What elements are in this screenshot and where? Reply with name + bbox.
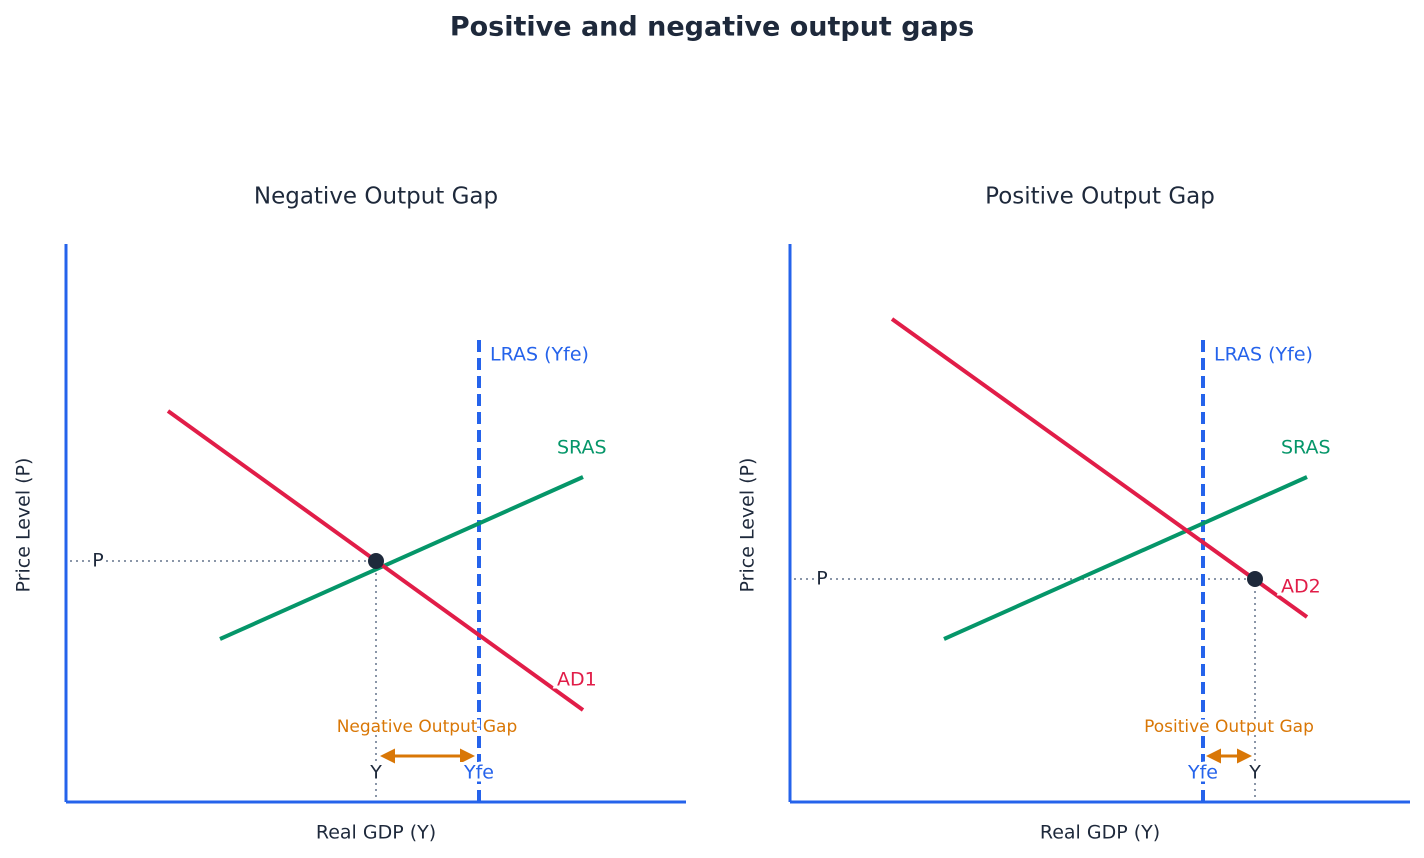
x-axis-label: Real GDP (Y) bbox=[316, 822, 436, 844]
sras-line bbox=[943, 475, 1308, 641]
sras-label: SRAS bbox=[1281, 437, 1331, 459]
sras-line bbox=[219, 475, 584, 641]
full-employment-label: Yfe bbox=[1187, 762, 1218, 784]
lras-label: LRAS (Yfe) bbox=[490, 344, 589, 366]
panel-title: Negative Output Gap bbox=[254, 184, 498, 210]
equilibrium-point bbox=[1247, 571, 1263, 587]
x-axis-label: Real GDP (Y) bbox=[1040, 822, 1160, 844]
sras-label: SRAS bbox=[557, 437, 607, 459]
ad-label: AD1 bbox=[557, 669, 597, 691]
ad-line bbox=[890, 317, 1309, 619]
lras-label: LRAS (Yfe) bbox=[1214, 344, 1313, 366]
price-label: P bbox=[816, 568, 827, 590]
y-axis-label: Price Level (P) bbox=[13, 458, 35, 593]
panel-title: Positive Output Gap bbox=[985, 184, 1215, 210]
output-label: Y bbox=[369, 762, 382, 784]
output-label: Y bbox=[1248, 762, 1261, 784]
panel: Positive Output Gap LRAS (Yfe) SRAS AD2 … bbox=[737, 184, 1410, 844]
equilibrium-point bbox=[368, 553, 384, 569]
price-label: P bbox=[92, 550, 103, 572]
ad-label: AD2 bbox=[1281, 576, 1321, 598]
gap-label: Negative Output Gap bbox=[337, 717, 518, 737]
panel: Negative Output Gap LRAS (Yfe) SRAS AD1 … bbox=[13, 184, 686, 844]
gap-label: Positive Output Gap bbox=[1144, 717, 1314, 737]
full-employment-label: Yfe bbox=[463, 762, 494, 784]
page-title: Positive and negative output gaps bbox=[450, 12, 974, 43]
y-axis-label: Price Level (P) bbox=[737, 458, 759, 593]
